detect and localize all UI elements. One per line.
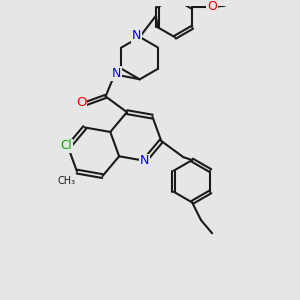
Text: N: N	[140, 154, 149, 167]
Text: N: N	[112, 67, 121, 80]
Text: CH₃: CH₃	[58, 176, 76, 186]
Text: O: O	[76, 96, 86, 109]
Text: Cl: Cl	[61, 139, 73, 152]
Text: O: O	[207, 0, 217, 13]
Text: N: N	[132, 29, 142, 42]
